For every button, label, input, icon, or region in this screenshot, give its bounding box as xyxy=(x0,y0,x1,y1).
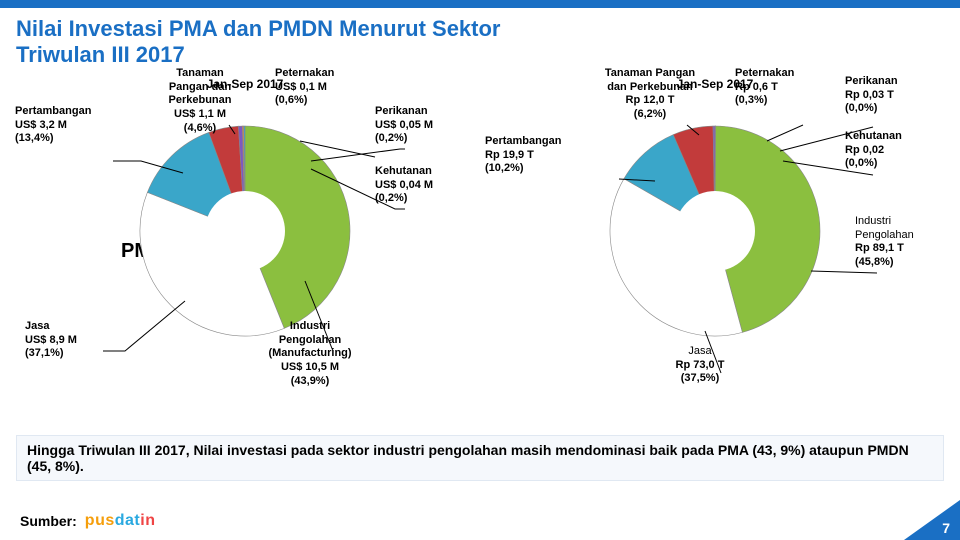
title-line2: Triwulan III 2017 xyxy=(16,42,185,67)
leader-line xyxy=(311,149,405,161)
page-number-corner: 7 xyxy=(904,500,960,540)
leader-line xyxy=(103,301,185,351)
chart-label-industri: IndustriPengolahan(Manufacturing)US$ 10,… xyxy=(255,320,365,389)
summary-text: Hingga Triwulan III 2017, Nilai investas… xyxy=(16,435,944,481)
chart-label-peternakan: PeternakanUS$ 0,1 M(0,6%) xyxy=(275,67,365,108)
chart-label-pertambangan: PertambanganUS$ 3,2 M(13,4%) xyxy=(15,105,115,146)
chart-label-kehutanan: KehutananRp 0,02(0,0%) xyxy=(845,130,935,171)
chart-label-peternakan: PeternakanRp 0,6 T(0,3%) xyxy=(735,67,825,108)
chart-label-perikanan: PerikananRp 0,03 T(0,0%) xyxy=(845,75,935,116)
chart-label-pertambangan: PertambanganRp 19,9 T(10,2%) xyxy=(485,135,595,176)
chart-label-jasa: JasaRp 73,0 T(37,5%) xyxy=(655,345,745,386)
pie-chart-pmdn: Jan-Sep 2017 PMDN PeternakanRp 0,6 T(0,3… xyxy=(485,75,945,425)
header-accent-bar xyxy=(0,0,960,8)
pie-chart-pma: Jan-Sep 2017 PMA PeternakanUS$ 0,1 M(0,6… xyxy=(15,75,475,425)
page-number: 7 xyxy=(942,520,950,536)
chart-label-jasa: JasaUS$ 8,9 M(37,1%) xyxy=(25,320,105,361)
chart-label-perikanan: PerikananUS$ 0,05 M(0,2%) xyxy=(375,105,465,146)
chart-label-tanaman: Tanaman Pangandan PerkebunanRp 12,0 T(6,… xyxy=(585,67,715,122)
source-label: Sumber: xyxy=(20,513,77,529)
chart-label-tanaman: TanamanPangan danPerkebunanUS$ 1,1 M(4,6… xyxy=(155,67,245,136)
footer: Sumber: pusdatin xyxy=(20,512,155,530)
leader-line xyxy=(811,271,877,273)
title-block: Nilai Investasi PMA dan PMDN Menurut Sek… xyxy=(0,8,960,69)
page-title: Nilai Investasi PMA dan PMDN Menurut Sek… xyxy=(16,16,944,69)
chart-label-kehutanan: KehutananUS$ 0,04 M(0,2%) xyxy=(375,165,465,206)
pusdatin-logo: pusdatin xyxy=(85,512,156,530)
chart-label-industri: IndustriPengolahanRp 89,1 T(45,8%) xyxy=(855,215,945,270)
leader-line xyxy=(767,125,803,141)
charts-row: Jan-Sep 2017 PMA PeternakanUS$ 0,1 M(0,6… xyxy=(0,69,960,429)
title-line1: Nilai Investasi PMA dan PMDN Menurut Sek… xyxy=(16,16,501,41)
